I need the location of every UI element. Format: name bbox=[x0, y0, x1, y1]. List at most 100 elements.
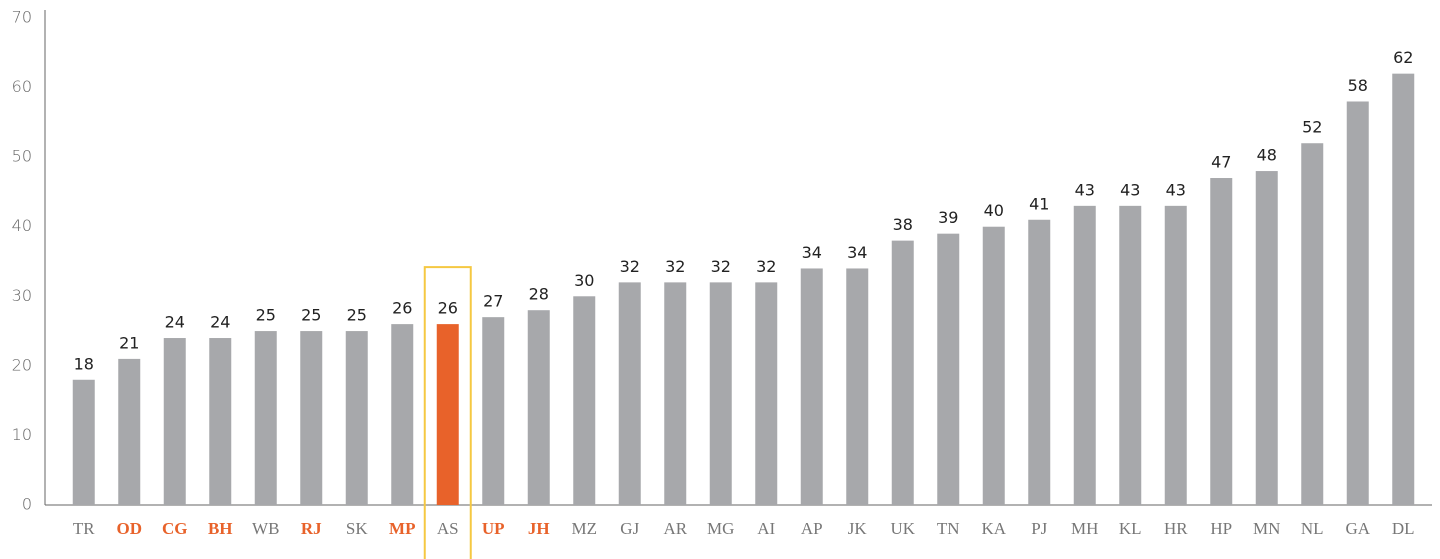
bar bbox=[1073, 205, 1096, 506]
value-label: 34 bbox=[847, 243, 867, 262]
bar bbox=[573, 296, 596, 505]
value-label: 26 bbox=[392, 299, 412, 318]
bar bbox=[300, 331, 323, 505]
x-tick-label: MN bbox=[1253, 519, 1280, 538]
value-label: 27 bbox=[483, 292, 503, 311]
bar bbox=[118, 358, 141, 505]
bar bbox=[709, 282, 732, 505]
bar bbox=[254, 331, 277, 505]
value-label: 40 bbox=[984, 201, 1004, 220]
value-label: 32 bbox=[665, 257, 685, 276]
x-tick-label: HP bbox=[1210, 519, 1232, 538]
x-tick-label: UK bbox=[890, 519, 915, 538]
highlight-box bbox=[423, 266, 472, 559]
x-tick-label: UP bbox=[482, 519, 505, 538]
value-label: 47 bbox=[1211, 153, 1231, 172]
value-label: 43 bbox=[1075, 180, 1095, 199]
value-label: 62 bbox=[1393, 48, 1413, 67]
x-tick-label: AP bbox=[801, 519, 823, 538]
value-label: 39 bbox=[938, 208, 958, 227]
x-tick-label: TR bbox=[73, 519, 95, 538]
value-label: 43 bbox=[1120, 180, 1140, 199]
x-tick-label: MP bbox=[389, 519, 415, 538]
value-label: 32 bbox=[620, 257, 640, 276]
value-label: 43 bbox=[1166, 180, 1186, 199]
bar bbox=[618, 282, 641, 505]
bar bbox=[391, 324, 414, 505]
value-label: 26 bbox=[438, 299, 458, 318]
value-label: 48 bbox=[1257, 146, 1277, 165]
x-tick-label: WB bbox=[252, 519, 279, 538]
x-tick-label: JK bbox=[848, 519, 868, 538]
bar bbox=[436, 324, 459, 505]
value-label: 34 bbox=[802, 243, 822, 262]
x-tick-label: AS bbox=[437, 519, 459, 538]
bar bbox=[755, 282, 778, 505]
x-tick-label: PJ bbox=[1031, 519, 1047, 538]
value-label: 38 bbox=[893, 215, 913, 234]
bar bbox=[800, 268, 823, 505]
bar bbox=[72, 379, 95, 505]
bar bbox=[482, 317, 505, 505]
x-tick-label: RJ bbox=[301, 519, 322, 538]
bar bbox=[1346, 101, 1369, 505]
bar bbox=[1392, 73, 1415, 506]
value-label: 24 bbox=[165, 313, 185, 332]
bar bbox=[1301, 143, 1324, 505]
x-tick-label: GA bbox=[1345, 519, 1370, 538]
x-tick-label: KA bbox=[981, 519, 1006, 538]
x-tick-label: KL bbox=[1119, 519, 1142, 538]
y-tick-label: 40 bbox=[12, 216, 32, 235]
value-label: 52 bbox=[1302, 118, 1322, 137]
x-tick-label: AR bbox=[663, 519, 687, 538]
value-label: 41 bbox=[1029, 194, 1049, 213]
bar bbox=[664, 282, 687, 505]
x-tick-label: HR bbox=[1164, 519, 1188, 538]
x-tick-label: CG bbox=[162, 519, 188, 538]
x-tick-label: DL bbox=[1392, 519, 1415, 538]
value-label: 25 bbox=[256, 306, 276, 325]
x-tick-label: AI bbox=[757, 519, 775, 538]
bar bbox=[1119, 205, 1142, 506]
y-tick-label: 50 bbox=[12, 147, 32, 166]
y-tick-label: 70 bbox=[12, 8, 32, 27]
y-tick-label: 0 bbox=[22, 495, 32, 514]
bar bbox=[937, 233, 960, 505]
bar bbox=[1164, 205, 1187, 506]
bar bbox=[163, 338, 186, 505]
bar bbox=[1028, 219, 1051, 505]
bar bbox=[891, 240, 914, 505]
bar bbox=[982, 226, 1005, 505]
value-label: 21 bbox=[119, 333, 139, 352]
value-label: 24 bbox=[210, 313, 230, 332]
value-label: 25 bbox=[301, 306, 321, 325]
bar bbox=[527, 310, 550, 505]
value-label: 32 bbox=[711, 257, 731, 276]
bar bbox=[209, 338, 232, 505]
x-tick-label: GJ bbox=[620, 519, 639, 538]
bar bbox=[846, 268, 869, 505]
value-label: 30 bbox=[574, 271, 594, 290]
x-tick-label: MH bbox=[1071, 519, 1098, 538]
x-tick-label: JH bbox=[528, 519, 550, 538]
value-label: 18 bbox=[74, 354, 94, 373]
x-tick-label: MZ bbox=[572, 519, 598, 538]
value-label: 25 bbox=[347, 306, 367, 325]
bar bbox=[1210, 178, 1233, 505]
y-tick-label: 10 bbox=[12, 425, 32, 444]
value-label: 58 bbox=[1348, 76, 1368, 95]
x-tick-label: SK bbox=[346, 519, 368, 538]
value-label: 28 bbox=[529, 285, 549, 304]
x-tick-label: TN bbox=[937, 519, 960, 538]
x-tick-label: NL bbox=[1301, 519, 1324, 538]
y-tick-label: 20 bbox=[12, 355, 32, 374]
value-label: 32 bbox=[756, 257, 776, 276]
x-tick-label: MG bbox=[707, 519, 734, 538]
y-tick-label: 60 bbox=[12, 77, 32, 96]
x-tick-label: OD bbox=[117, 519, 143, 538]
bar bbox=[345, 331, 368, 505]
y-tick-label: 30 bbox=[12, 286, 32, 305]
x-tick-label: BH bbox=[208, 519, 233, 538]
bar bbox=[1255, 171, 1278, 506]
